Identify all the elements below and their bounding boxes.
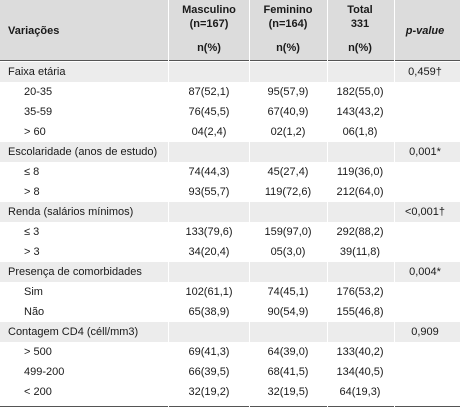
cell-feminino: 95(57,9) (267, 86, 309, 98)
row-label: > 60 (24, 126, 46, 138)
category-row: Contagem CD4 (céll/mm3) 0,909 (0, 322, 460, 342)
cell-feminino: 32(19,5) (267, 386, 309, 398)
cell-feminino: 64(39,0) (267, 346, 309, 358)
column-separator (327, 0, 328, 409)
row-label: ≤ 3 (24, 226, 40, 238)
cell-masculino: 69(41,3) (188, 346, 230, 358)
cell-pvalue: 0,001* (409, 146, 441, 158)
cell-total: 134(40,5) (336, 366, 384, 378)
row-label: 499-200 (24, 366, 65, 378)
row-label: < 200 (24, 386, 52, 398)
cell-total: 64(19,3) (339, 386, 381, 398)
cell-feminino: 119(72,6) (264, 186, 312, 198)
row-label: 35-59 (24, 106, 53, 118)
cell-feminino: 02(1,2) (270, 126, 306, 138)
cell-feminino: 90(54,9) (267, 306, 309, 318)
row-label: Sim (24, 286, 43, 298)
header-feminino-title: Feminino (263, 4, 313, 16)
cell-feminino: 159(97,0) (264, 226, 312, 238)
cell-feminino: 05(3,0) (270, 246, 306, 258)
table-row: < 200 32(19,2) 32(19,5) 64(19,3) (0, 382, 460, 402)
table-row: 35-59 76(45,5) 67(40,9) 143(43,2) (0, 102, 460, 122)
cell-pvalue: <0,001† (404, 206, 446, 218)
row-label: 20-35 (24, 86, 53, 98)
category-label: Escolaridade (anos de estudo) (8, 146, 158, 158)
category-row: Presença de comorbidades 0,004* (0, 262, 460, 282)
header-masculino-pct: n(%) (197, 42, 221, 54)
cell-masculino: 102(61,1) (185, 286, 233, 298)
header-variacoes: Variações (8, 25, 60, 37)
cell-total: 143(43,2) (336, 106, 384, 118)
cell-masculino: 34(20,4) (188, 246, 230, 258)
cell-feminino: 67(40,9) (267, 106, 309, 118)
category-label: Presença de comorbidades (8, 266, 142, 278)
table-row: 20-35 87(52,1) 95(57,9) 182(55,0) (0, 82, 460, 102)
category-row: Escolaridade (anos de estudo) 0,001* (0, 142, 460, 162)
cell-total: 119(36,0) (336, 166, 384, 178)
header-total-n: 331 (350, 18, 370, 30)
table-row: Sim 102(61,1) 74(45,1) 176(53,2) (0, 282, 460, 302)
header-feminino-pct: n(%) (276, 42, 300, 54)
row-label: ≤ 8 (24, 166, 40, 178)
header-total-title: Total (347, 4, 373, 16)
column-separator (249, 0, 250, 409)
cell-total: 292(88,2) (336, 226, 384, 238)
table-header: Variações Masculino (n=167) n(%) Feminin… (0, 0, 460, 60)
cell-total: 133(40,2) (336, 346, 384, 358)
cell-masculino: 76(45,5) (188, 106, 230, 118)
cell-masculino: 66(39,5) (188, 366, 230, 378)
cell-feminino: 74(45,1) (267, 286, 309, 298)
table-row: > 500 69(41,3) 64(39,0) 133(40,2) (0, 342, 460, 362)
table-row: 499-200 66(39,5) 68(41,5) 134(40,5) (0, 362, 460, 382)
table-row: > 8 93(55,7) 119(72,6) 212(64,0) (0, 182, 460, 202)
cell-total: 39(11,8) (339, 246, 381, 258)
header-masculino: Masculino (n=167) n(%) (170, 3, 248, 55)
table-row: ≤ 3 133(79,6) 159(97,0) 292(88,2) (0, 222, 460, 242)
cell-total: 212(64,0) (336, 186, 384, 198)
table-row: Não 65(38,9) 90(54,9) 155(46,8) (0, 302, 460, 322)
header-masculino-n: (n=167) (189, 18, 229, 30)
cell-masculino: 04(2,4) (191, 126, 227, 138)
cell-total: 176(53,2) (336, 286, 384, 298)
header-total: Total 331 n(%) (328, 3, 392, 55)
column-separator (394, 0, 395, 409)
table-row: ≤ 8 74(44,3) 45(27,4) 119(36,0) (0, 162, 460, 182)
cell-total: 155(46,8) (336, 306, 384, 318)
header-total-pct: n(%) (348, 42, 372, 54)
cell-masculino: 74(44,3) (188, 166, 230, 178)
cell-total: 06(1,8) (342, 126, 378, 138)
bottom-rule (0, 406, 460, 407)
category-label: Contagem CD4 (céll/mm3) (8, 326, 139, 338)
row-label: > 3 (24, 246, 40, 258)
cell-masculino: 87(52,1) (188, 86, 230, 98)
category-row: Faixa etária 0,459† (0, 62, 460, 82)
cell-masculino: 133(79,6) (185, 226, 233, 238)
cell-masculino: 65(38,9) (188, 306, 230, 318)
row-label: Não (24, 306, 45, 318)
table-row: > 3 34(20,4) 05(3,0) 39(11,8) (0, 242, 460, 262)
header-feminino: Feminino (n=164) n(%) (250, 3, 326, 55)
header-pvalue: p-value (405, 25, 445, 37)
header-masculino-title: Masculino (182, 4, 236, 16)
cell-feminino: 45(27,4) (267, 166, 309, 178)
cell-total: 182(55,0) (336, 86, 384, 98)
row-label: > 8 (24, 186, 40, 198)
cell-feminino: 68(41,5) (267, 366, 309, 378)
category-row: Renda (salários mínimos) <0,001† (0, 202, 460, 222)
category-label: Faixa etária (8, 66, 66, 78)
category-label: Renda (salários mínimos) (8, 206, 134, 218)
column-separator (168, 0, 169, 409)
table-row: > 60 04(2,4) 02(1,2) 06(1,8) (0, 122, 460, 142)
header-rule (0, 60, 460, 61)
header-feminino-n: (n=164) (268, 18, 308, 30)
cell-pvalue: 0,004* (409, 266, 441, 278)
cell-pvalue: 0,909 (411, 326, 439, 338)
row-label: > 500 (24, 346, 52, 358)
cell-masculino: 32(19,2) (188, 386, 230, 398)
cell-pvalue: 0,459† (408, 66, 442, 78)
cell-masculino: 93(55,7) (188, 186, 230, 198)
